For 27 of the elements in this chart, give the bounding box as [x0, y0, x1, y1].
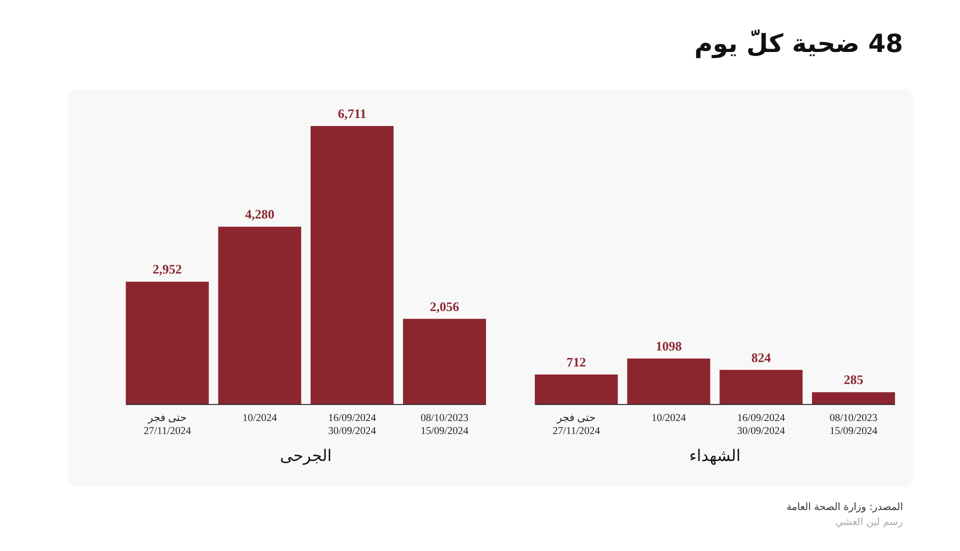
- bar: [310, 126, 394, 404]
- data-label: 2,952: [152, 262, 182, 277]
- text: المصدر: وزارة الصحة العامة: [786, 502, 903, 513]
- x-tick-label: 08/10/2023 15/09/2024: [830, 413, 878, 437]
- bar: [126, 282, 209, 404]
- bar: [534, 374, 618, 404]
- data-label: 4,280: [245, 206, 274, 222]
- data-label: 824: [751, 350, 772, 365]
- data-label: 1098: [656, 338, 682, 354]
- bar: [812, 392, 895, 404]
- x-axis-title: الشهداء: [689, 446, 741, 465]
- x-tick-label: 08/10/2023 15/09/2024: [420, 413, 470, 437]
- text: رسم لين العشي: [835, 517, 904, 528]
- bar: [403, 318, 486, 404]
- data-label: 712: [566, 354, 586, 370]
- data-label: 285: [844, 372, 864, 388]
- bar: [218, 226, 302, 404]
- data-label: 6,711: [338, 106, 366, 121]
- x-tick-label: 16/09/2024 30/09/2024: [328, 413, 377, 437]
- data-label: 2,056: [430, 298, 460, 314]
- x-tick-label: 10/2024: [242, 413, 278, 424]
- bar: [720, 370, 803, 404]
- bar: [627, 358, 710, 404]
- x-axis-title: الجرحى: [280, 446, 332, 465]
- x-tick-label: 10/2024: [651, 413, 687, 424]
- x-tick-label: 16/09/2024 30/09/2024: [737, 413, 786, 437]
- chart-title: 48 ضحية كلّ يوم: [694, 28, 903, 59]
